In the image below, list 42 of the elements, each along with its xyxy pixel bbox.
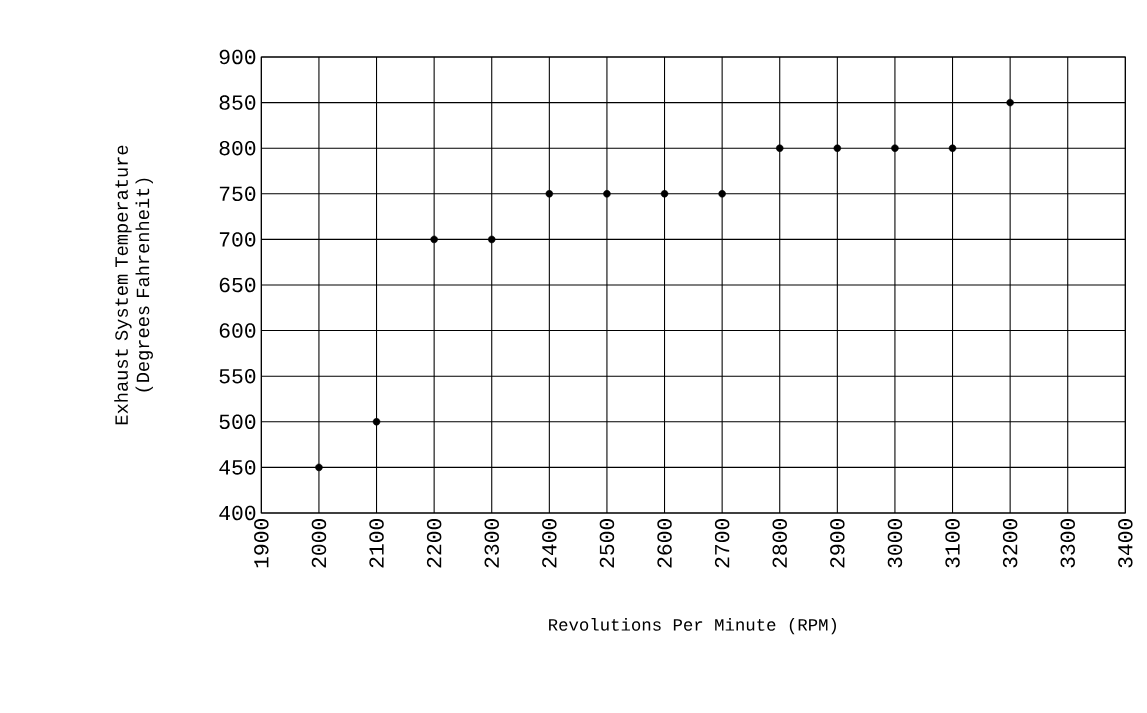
x-tick-label: 3100	[945, 519, 960, 568]
point	[776, 144, 784, 152]
point	[891, 144, 899, 152]
y-tick-label: 600	[219, 323, 256, 338]
point	[948, 144, 957, 152]
point	[660, 190, 669, 198]
x-tick-label: 3300	[1060, 519, 1075, 568]
point	[545, 190, 554, 198]
point	[430, 235, 438, 244]
x-tick-label: 2500	[599, 519, 615, 568]
x-tick-label: 2900	[830, 519, 845, 568]
y-tick-label: 750	[219, 186, 256, 202]
point	[315, 463, 323, 472]
x-tick-label: 2800	[772, 519, 787, 568]
x-tick-label: 2300	[484, 519, 499, 568]
point	[833, 144, 842, 152]
y-tick-label: 450	[219, 460, 256, 475]
y-tick-label: 550	[219, 368, 256, 384]
x-tick-label: 2200	[426, 519, 442, 568]
x-tick-label: 3400	[1118, 519, 1133, 568]
x-tick-label: 1900	[254, 519, 269, 568]
point	[488, 235, 496, 244]
x-axis-title: Revolutions Per Minute (RPM)	[549, 618, 836, 635]
x-tick-label: 2000	[311, 519, 327, 568]
point	[1006, 98, 1014, 107]
x-tick-label: 3000	[887, 519, 903, 568]
x-tick-label: 3200	[1002, 519, 1018, 568]
point	[718, 190, 726, 198]
y-tick-label: 400	[219, 505, 256, 521]
y-tick-label: 800	[219, 140, 256, 156]
y-tick-label: 650	[219, 277, 256, 293]
x-tick-label: 2400	[542, 519, 557, 568]
y-tick-label: 900	[219, 49, 256, 65]
y-tick-label: 500	[219, 414, 256, 430]
point	[372, 418, 381, 426]
point	[603, 190, 611, 198]
x-tick-label: 2700	[714, 519, 730, 568]
y-tick-label: 700	[219, 232, 256, 247]
x-tick-label: 2600	[657, 519, 672, 568]
y-tick-label: 850	[219, 95, 256, 110]
x-tick-label: 2100	[369, 519, 384, 568]
y-axis-title: Exhaust System Temperature (Degrees Fahrenheit)	[114, 145, 153, 425]
